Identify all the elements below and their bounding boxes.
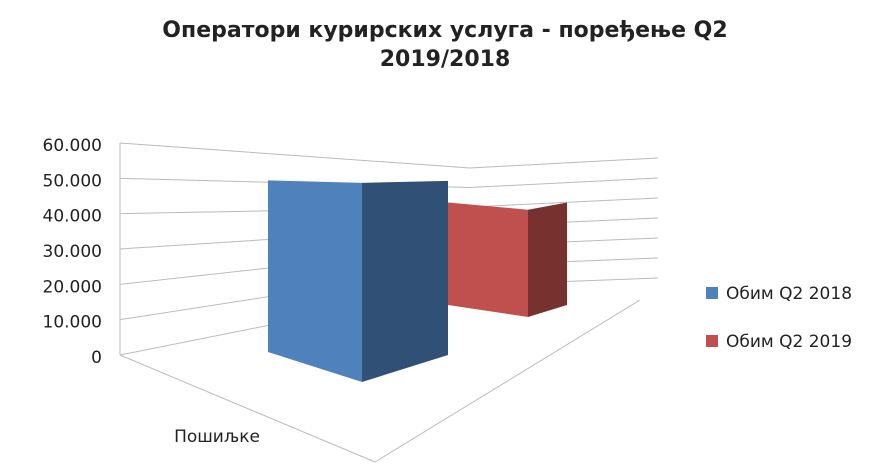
legend-swatch [706, 335, 718, 347]
legend-label: Обим Q2 2019 [726, 332, 852, 352]
legend-swatch [706, 287, 718, 299]
legend-label: Обим Q2 2018 [726, 284, 852, 304]
y-tick-label: 50.000 [43, 171, 102, 191]
y-tick-label: 20.000 [43, 277, 102, 297]
bar-side [362, 180, 448, 382]
grid-line [469, 197, 659, 208]
bar-front [448, 202, 528, 317]
y-tick-label: 10.000 [43, 313, 102, 333]
grid-line [469, 157, 659, 169]
y-tick-label: 60.000 [43, 136, 102, 156]
y-tick-label: 30.000 [43, 242, 102, 262]
x-tick-label: Пошиљке [174, 427, 260, 447]
chart-title: Оператори курирских услуга - поређење Q2… [162, 18, 728, 72]
grid-line [469, 177, 659, 188]
grid-line [119, 142, 471, 169]
y-tick-label: 40.000 [43, 207, 102, 227]
bar-side [528, 202, 567, 317]
bar-front [268, 180, 362, 382]
floor-edge [119, 354, 376, 463]
floor-edge [374, 299, 641, 463]
y-tick-label: 0 [91, 348, 102, 368]
